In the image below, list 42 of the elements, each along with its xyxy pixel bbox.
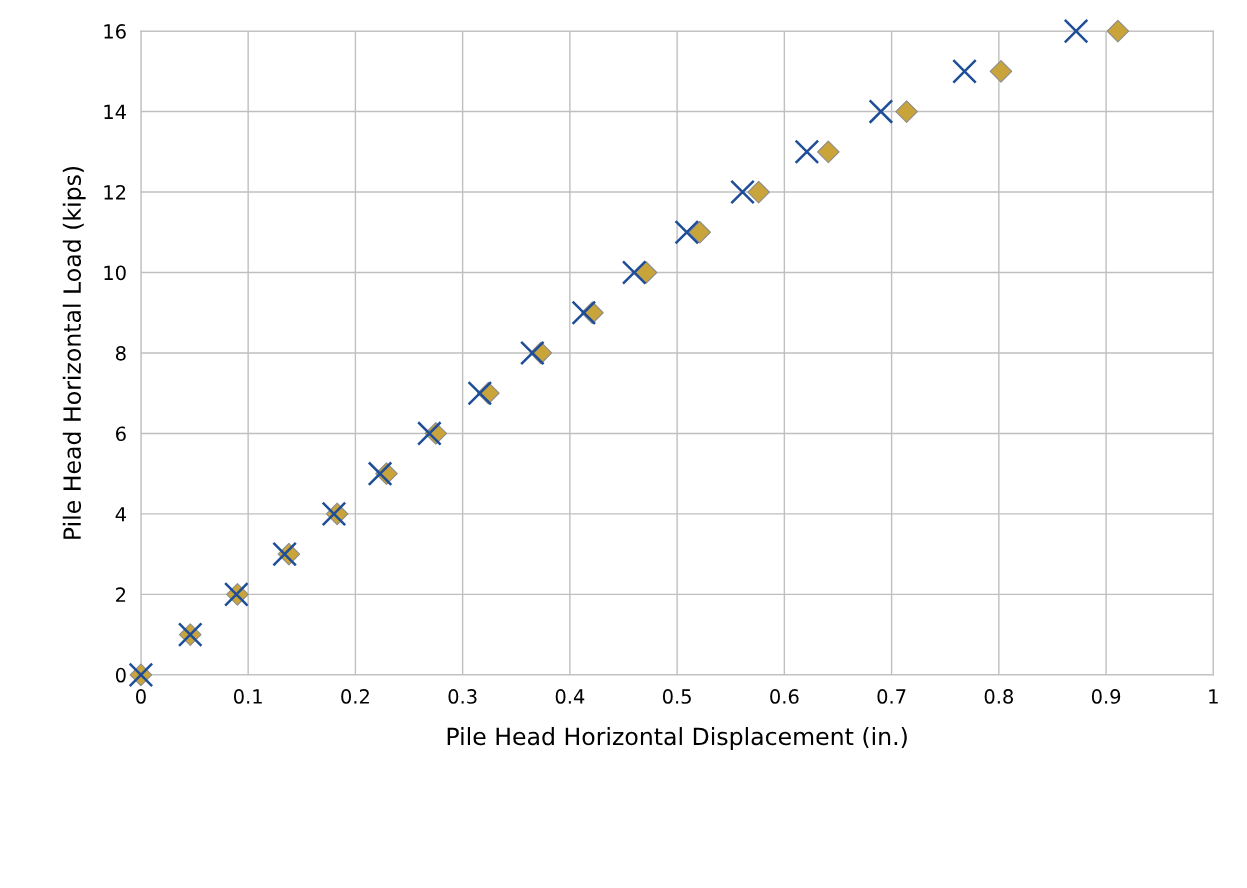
- x-axis-title: Pile Head Horizontal Displacement (in.): [447, 727, 907, 750]
- y-tick-label: 0: [115, 667, 126, 683]
- point: [868, 99, 894, 124]
- x-tick-label: 0.5: [662, 689, 691, 704]
- point: [989, 60, 1013, 83]
- y-tick-label: 14: [104, 104, 126, 119]
- x-tick-label: 0.3: [448, 689, 477, 704]
- point: [1063, 18, 1089, 44]
- point: [952, 58, 977, 84]
- point: [367, 461, 393, 487]
- x-tick-label: 0: [136, 689, 146, 704]
- point: [467, 380, 493, 406]
- x-tick-label: 0.8: [984, 689, 1013, 704]
- x-tick-label: 0.1: [233, 689, 262, 704]
- point: [272, 541, 298, 567]
- point: [416, 421, 442, 446]
- point: [794, 139, 820, 165]
- y-tick-label: 12: [104, 184, 126, 200]
- x-tick-label: 0.2: [341, 689, 369, 704]
- y-tick-label: 6: [116, 426, 126, 442]
- point: [730, 179, 755, 205]
- y-tick-label: 16: [104, 24, 126, 39]
- y-tick-label: 10: [104, 265, 126, 281]
- point: [674, 219, 700, 245]
- point: [621, 260, 647, 285]
- point: [634, 261, 658, 284]
- x-tick-label: 0.4: [555, 689, 585, 704]
- point: [747, 180, 770, 204]
- x-tick-label: 0.9: [1091, 689, 1121, 704]
- x-tick-label: 0.7: [877, 689, 906, 704]
- point: [571, 300, 597, 326]
- point: [895, 100, 918, 123]
- x-tick-label: 0.6: [770, 689, 799, 704]
- point: [817, 140, 840, 164]
- point: [519, 340, 545, 366]
- y-tick-label: 4: [115, 507, 126, 522]
- y-tick-label: 2: [116, 587, 126, 602]
- y-tick-label: 8: [115, 345, 126, 361]
- point: [1106, 19, 1130, 43]
- point: [688, 220, 711, 244]
- y-axis-title: Pile Head Horizontal Load (kips): [62, 166, 86, 539]
- x-tick-label: 1: [1209, 689, 1218, 704]
